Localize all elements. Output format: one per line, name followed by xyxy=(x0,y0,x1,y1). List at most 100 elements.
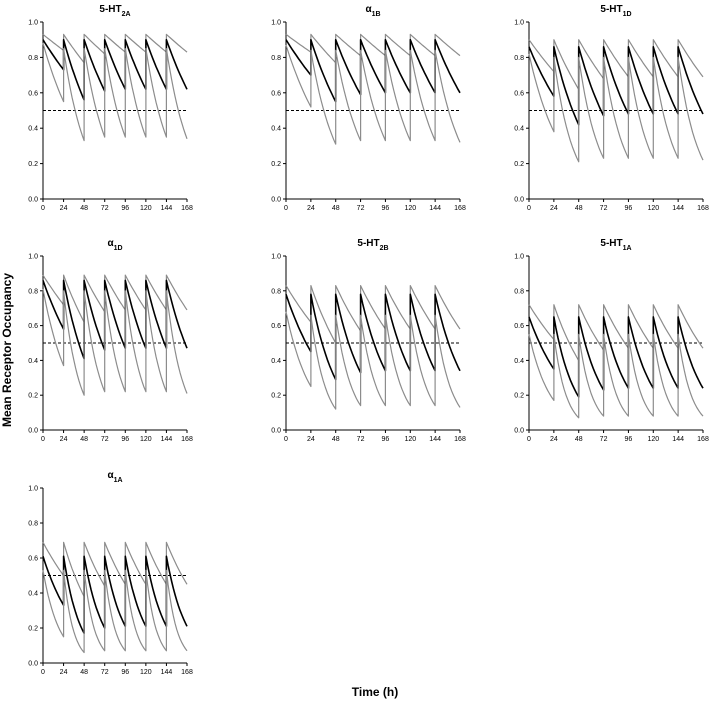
x-tick-label: 96 xyxy=(625,436,633,443)
y-tick-label: 0.6 xyxy=(28,90,38,97)
x-tick-label: 24 xyxy=(307,205,315,212)
x-tick-label: 48 xyxy=(80,669,88,676)
y-tick-label: 1.0 xyxy=(514,20,524,27)
y-tick-label: 0.0 xyxy=(28,428,38,435)
y-tick-label: 0.0 xyxy=(514,428,524,435)
panel-6: 5-HT1A 0.0 0.2 0.4 0.6 0.8 1.0 0 24 48 72 96 120 144 1… xyxy=(514,238,709,443)
panel-title-main: α xyxy=(365,4,372,15)
panel-4: α1D 0.0 0.2 0.4 0.6 0.8 1.0 0 24 48 72 96 120 144 168 xyxy=(28,238,193,443)
y-tick-label: 0.2 xyxy=(271,393,281,400)
y-tick-label: 0.8 xyxy=(271,288,281,295)
panel-5: 5-HT2B 0.0 0.2 0.4 0.6 0.8 1.0 0 24 48 72 96 120 144 1… xyxy=(271,238,466,443)
y-tick-label: 0.8 xyxy=(28,55,38,62)
x-tick-label: 120 xyxy=(140,436,152,443)
x-tick-label: 24 xyxy=(307,436,315,443)
series-median-line xyxy=(42,279,188,360)
panel-title-sub: 1A xyxy=(623,245,632,252)
y-tick-label: 0.8 xyxy=(271,55,281,62)
y-tick-label: 0.4 xyxy=(28,126,38,133)
x-tick-label: 96 xyxy=(121,669,129,676)
y-tick-label: 0.6 xyxy=(271,90,281,97)
x-tick-label: 0 xyxy=(41,669,45,676)
x-tick-label: 120 xyxy=(647,436,659,443)
panel-title: 5-HT1D xyxy=(600,4,631,18)
y-tick-label: 0.2 xyxy=(514,393,524,400)
panel-title-main: α xyxy=(107,470,114,481)
panel-title: α1D xyxy=(107,238,122,252)
x-tick-label: 168 xyxy=(454,436,466,443)
x-tick-label: 24 xyxy=(550,205,558,212)
x-tick-label: 24 xyxy=(60,205,68,212)
panel-title: 5-HT2B xyxy=(357,238,388,252)
y-tick-label: 0.4 xyxy=(514,358,524,365)
y-tick-label: 0.2 xyxy=(28,393,38,400)
x-tick-label: 96 xyxy=(121,205,129,212)
series-upper-line xyxy=(528,39,704,90)
y-tick-label: 0.0 xyxy=(28,661,38,668)
x-tick-label: 72 xyxy=(101,669,109,676)
panel-title: 5-HT2A xyxy=(99,4,130,18)
series-upper-line xyxy=(42,33,188,64)
x-tick-label: 168 xyxy=(697,205,709,212)
panel-1: 5-HT2A 0.0 0.2 0.4 0.6 0.8 1.0 0 24 48 72 96 120 144 1… xyxy=(28,4,193,212)
panel-title: α1B xyxy=(365,4,380,18)
x-tick-label: 168 xyxy=(181,205,193,212)
y-tick-label: 0.6 xyxy=(28,323,38,330)
y-tick-label: 0.0 xyxy=(271,428,281,435)
x-tick-label: 168 xyxy=(454,205,466,212)
y-tick-label: 1.0 xyxy=(271,254,281,261)
series-lower-line xyxy=(285,44,461,145)
x-tick-label: 72 xyxy=(357,205,365,212)
x-tick-label: 144 xyxy=(672,436,684,443)
series-lower-line xyxy=(285,311,461,410)
x-tick-label: 144 xyxy=(672,205,684,212)
y-tick-label: 0.0 xyxy=(514,197,524,204)
y-tick-label: 1.0 xyxy=(28,254,38,261)
x-tick-label: 0 xyxy=(527,205,531,212)
x-axis-label: Time (h) xyxy=(352,685,398,699)
panel-title-sub: 1D xyxy=(114,245,123,252)
x-tick-label: 120 xyxy=(404,436,416,443)
x-tick-label: 144 xyxy=(161,669,173,676)
x-tick-label: 72 xyxy=(600,436,608,443)
y-tick-label: 0.8 xyxy=(514,288,524,295)
panel-title-main: 5-HT xyxy=(600,4,622,15)
y-tick-label: 0.2 xyxy=(271,161,281,168)
x-tick-label: 0 xyxy=(284,205,288,212)
x-tick-label: 24 xyxy=(60,669,68,676)
y-tick-label: 1.0 xyxy=(28,20,38,27)
x-tick-label: 120 xyxy=(404,205,416,212)
y-tick-label: 1.0 xyxy=(271,20,281,27)
series-median-line xyxy=(285,38,461,103)
y-tick-label: 0.4 xyxy=(271,358,281,365)
x-tick-label: 168 xyxy=(697,436,709,443)
x-tick-label: 144 xyxy=(161,436,173,443)
x-tick-label: 168 xyxy=(181,436,193,443)
panel-7: α1A 0.0 0.2 0.4 0.6 0.8 1.0 0 24 48 72 96 120 144 168 xyxy=(28,470,193,676)
series-upper-line xyxy=(285,33,461,64)
x-tick-label: 0 xyxy=(527,436,531,443)
series-lower-line xyxy=(42,43,188,142)
series-lower-line xyxy=(528,333,704,419)
series-upper-line xyxy=(42,541,188,598)
series-lower-line xyxy=(528,53,704,163)
x-tick-label: 144 xyxy=(429,205,441,212)
x-tick-label: 72 xyxy=(600,205,608,212)
panel-2: α1B 0.0 0.2 0.4 0.6 0.8 1.0 0 24 48 72 96 120 144 168 xyxy=(271,4,466,212)
y-tick-label: 0.4 xyxy=(271,126,281,133)
x-tick-label: 96 xyxy=(625,205,633,212)
y-tick-label: 1.0 xyxy=(514,254,524,261)
panel-title-sub: 2B xyxy=(380,245,389,252)
x-tick-label: 48 xyxy=(575,436,583,443)
x-tick-label: 96 xyxy=(382,436,390,443)
panel-title-main: 5-HT xyxy=(357,238,379,249)
panel-title-main: 5-HT xyxy=(600,238,622,249)
y-tick-label: 0.8 xyxy=(514,55,524,62)
y-tick-label: 0.8 xyxy=(28,521,38,528)
x-tick-label: 144 xyxy=(161,205,173,212)
x-tick-label: 96 xyxy=(382,205,390,212)
panel-title: α1A xyxy=(107,470,122,484)
series-upper-line xyxy=(42,274,188,323)
y-tick-label: 0.0 xyxy=(271,197,281,204)
